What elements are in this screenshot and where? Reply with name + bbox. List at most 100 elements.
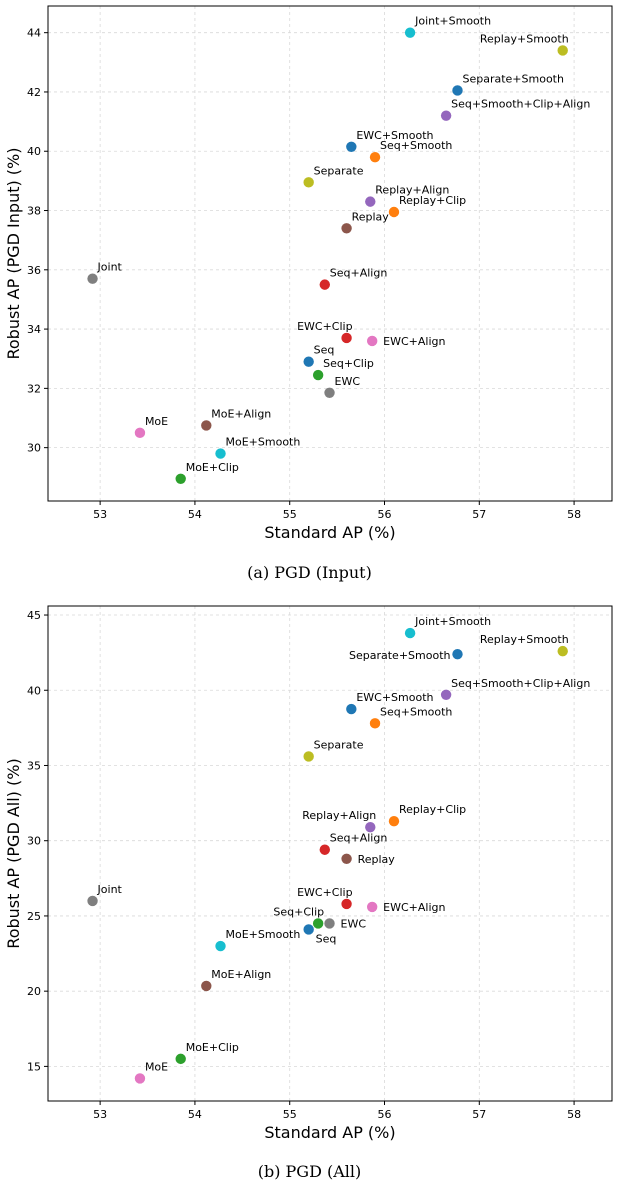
y-tick-label: 34: [27, 323, 41, 336]
plot-frame: [47, 5, 613, 502]
point-seq: [303, 924, 314, 935]
chart-caption-b: (b) PGD (All): [257, 1162, 362, 1181]
point-label-replay-clip: Replay+Clip: [399, 803, 466, 816]
point-seq-smooth: [369, 718, 381, 729]
point-ewc-clip: [341, 332, 352, 344]
point-moe-smooth: [215, 940, 226, 952]
y-tick-label: 38: [27, 205, 41, 218]
point-label-seq-smooth: Seq+Smooth: [380, 139, 452, 152]
point-replay-align: [365, 196, 376, 207]
point-label-seq-clip: Seq+Clip: [323, 357, 374, 370]
x-tick-label: 57: [472, 1108, 486, 1121]
point-label-replay: Replay: [358, 853, 396, 866]
point-separate: [303, 751, 314, 762]
x-tick-label: 58: [567, 1108, 581, 1121]
y-tick-label: 15: [27, 1060, 41, 1073]
point-label-ewc-smooth: EWC+Smooth: [356, 691, 433, 704]
point-label-separate-smooth: Separate+Smooth: [462, 72, 564, 85]
plot-frame: [47, 605, 613, 1102]
y-tick-label: 30: [27, 442, 41, 455]
point-separate-smooth: [452, 85, 463, 96]
point-moe-align: [201, 420, 212, 431]
point-label-moe-align: MoE+Align: [211, 968, 271, 981]
y-tick-label: 30: [27, 835, 41, 848]
point-joint: [87, 273, 98, 284]
point-seq-smooth-clip-align: [440, 110, 452, 121]
point-moe-align: [201, 980, 212, 992]
point-label-moe: MoE: [145, 1060, 168, 1073]
x-axis-label: Standard AP (%): [264, 1123, 395, 1142]
point-moe: [134, 427, 146, 439]
y-axis-label: Robust AP (PGD Input) (%): [4, 148, 23, 360]
y-tick-label: 25: [27, 910, 41, 923]
point-label-seq: Seq: [314, 344, 335, 357]
x-tick-label: 53: [93, 1108, 107, 1121]
x-tick-label: 58: [567, 508, 581, 521]
point-seq-smooth-clip-align: [440, 689, 452, 700]
point-replay-align: [365, 821, 376, 833]
x-tick-label: 53: [93, 508, 107, 521]
point-label-seq-clip: Seq+Clip: [273, 905, 324, 918]
grid-lines: [48, 6, 612, 501]
point-label-joint: Joint: [97, 261, 123, 274]
point-label-replay-clip: Replay+Clip: [399, 194, 466, 207]
point-seq-clip: [312, 918, 324, 929]
point-label-ewc-smooth: EWC+Smooth: [356, 129, 433, 142]
chart-caption-a: (a) PGD (Input): [247, 563, 372, 582]
point-separate: [303, 177, 314, 188]
point-label-replay-smooth: Replay+Smooth: [480, 633, 569, 646]
point-label-ewc-clip: EWC+Clip: [297, 320, 353, 333]
point-ewc-align: [366, 901, 378, 913]
point-label-ewc-align: EWC+Align: [383, 901, 445, 914]
point-label-separate-smooth: Separate+Smooth: [349, 649, 451, 662]
point-ewc-align: [366, 335, 378, 347]
point-label-seq: Seq: [316, 932, 337, 945]
y-tick-label: 44: [27, 27, 41, 40]
point-label-moe: MoE: [145, 415, 168, 428]
y-tick-label: 32: [27, 382, 41, 395]
point-joint: [87, 895, 98, 907]
chart-pgd-all: 53 54 55 56 57 58 15 20 25 30 35 40 45 Standard AP (%…: [0, 600, 619, 1160]
chart-pgd-input: 53 54 55 56 57 58 30 32 34 36 38 40 42 44 Standard AP …: [0, 0, 619, 560]
point-ewc-clip: [341, 898, 352, 910]
y-tick-label: 40: [27, 684, 41, 697]
point-moe-smooth: [215, 448, 226, 459]
point-seq-align: [319, 844, 330, 855]
y-tick-label: 20: [27, 985, 41, 998]
point-seq-smooth: [369, 151, 381, 163]
point-label-joint-smooth: Joint+Smooth: [414, 15, 491, 28]
point-moe: [134, 1073, 146, 1084]
point-label-moe-clip: MoE+Clip: [186, 1041, 239, 1054]
point-joint-smooth: [404, 627, 416, 639]
point-label-seq-align: Seq+Align: [330, 832, 388, 845]
point-ewc-smooth: [346, 703, 357, 715]
point-ewc-smooth: [346, 141, 357, 152]
point-replay-smooth: [557, 45, 568, 56]
y-tick-label: 40: [27, 145, 41, 158]
point-label-replay: Replay: [352, 210, 390, 223]
point-label-seq-align: Seq+Align: [330, 267, 388, 280]
x-tick-label: 55: [283, 508, 297, 521]
point-label-joint: Joint: [97, 883, 123, 896]
grid-lines: [48, 606, 612, 1101]
point-moe-clip: [175, 473, 186, 484]
x-tick-label: 56: [378, 1108, 392, 1121]
point-label-ewc-clip: EWC+Clip: [297, 886, 353, 899]
point-replay-smooth: [557, 645, 568, 657]
scatter-plot: 53 54 55 56 57 58 15 20 25 30 35 40 45 Standard AP (%…: [4, 605, 613, 1142]
point-label-ewc: EWC: [335, 375, 361, 388]
point-label-seq-smooth-clip-align: Seq+Smooth+Clip+Align: [451, 677, 590, 690]
point-label-seq-smooth-clip-align: Seq+Smooth+Clip+Align: [451, 98, 590, 111]
point-joint-smooth: [404, 27, 416, 38]
point-label-moe-smooth: MoE+Smooth: [226, 928, 301, 941]
x-tick-label: 55: [283, 1108, 297, 1121]
point-ewc: [324, 387, 335, 399]
y-tick-label: 42: [27, 86, 41, 99]
point-label-separate: Separate: [314, 738, 364, 751]
x-axis-label: Standard AP (%): [264, 523, 395, 542]
point-label-joint-smooth: Joint+Smooth: [414, 615, 491, 628]
y-tick-label: 36: [27, 264, 41, 277]
point-replay: [341, 223, 352, 234]
y-tick-label: 45: [27, 609, 41, 622]
point-seq: [303, 356, 314, 367]
